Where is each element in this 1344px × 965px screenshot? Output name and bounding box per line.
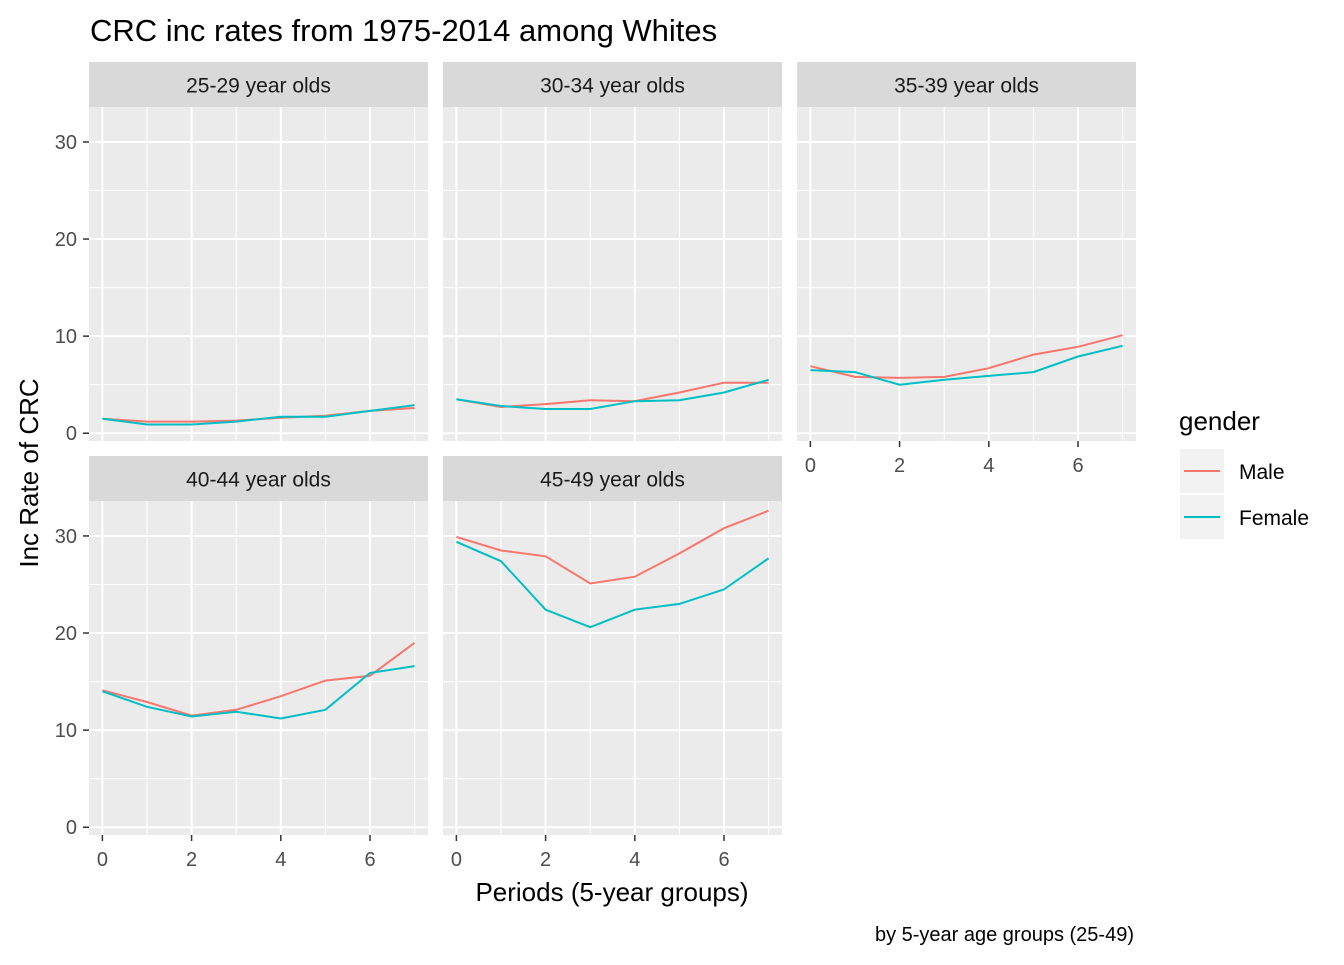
series-line-female <box>102 404 415 426</box>
chart-caption: by 5-year age groups (25-49) <box>875 924 1134 946</box>
facet-strip <box>797 62 1136 107</box>
x-tick-label: 2 <box>186 849 197 871</box>
y-tick-label: 0 <box>66 817 77 839</box>
x-tick-label: 2 <box>540 849 551 871</box>
x-tick-label: 6 <box>718 849 729 871</box>
x-tick-label: 4 <box>275 849 286 871</box>
series-line-female <box>456 540 770 629</box>
x-tick-label: 4 <box>629 849 640 871</box>
facet-panel: 45-49 year olds 0 2 4 6 <box>443 456 782 871</box>
facet-strip <box>89 456 428 501</box>
series-line-female <box>102 665 415 720</box>
legend-title: gender <box>1179 406 1260 436</box>
series-line-female <box>810 344 1123 386</box>
facet-strip <box>443 456 782 501</box>
facet-strip-label: 25-29 year olds <box>186 75 331 98</box>
facet-strip-label: 30-34 year olds <box>540 75 685 98</box>
facet-panel: 25-29 year olds 0 10 20 30 <box>55 62 428 445</box>
facet-strip-label: 40-44 year olds <box>186 469 331 492</box>
series-line-male <box>810 334 1123 379</box>
series-line-male <box>102 641 416 717</box>
x-tick-label: 0 <box>805 455 816 477</box>
series-line-female <box>456 378 769 410</box>
panel-background <box>89 107 428 441</box>
y-tick-label: 30 <box>55 132 77 154</box>
facet-strip <box>89 62 428 107</box>
facet-strip-label: 35-39 year olds <box>894 75 1039 98</box>
facet-panel: 35-39 year olds 0 2 4 6 <box>797 62 1136 477</box>
y-axis-label: Inc Rate of CRC <box>14 378 44 567</box>
x-tick-label: 6 <box>1072 455 1083 477</box>
y-tick-label: 30 <box>55 526 77 548</box>
x-tick-label: 6 <box>364 849 375 871</box>
panel-background <box>443 107 782 441</box>
legend-label: Female <box>1239 507 1309 530</box>
x-tick-label: 0 <box>97 849 108 871</box>
y-tick-label: 0 <box>66 423 77 445</box>
facet-strip-label: 45-49 year olds <box>540 469 685 492</box>
legend-label: Male <box>1239 461 1285 484</box>
legend: Male Female <box>1180 449 1309 539</box>
panel-background <box>89 501 428 835</box>
x-axis-label: Periods (5-year groups) <box>475 877 748 907</box>
x-tick-label: 4 <box>983 455 994 477</box>
series-line-male <box>456 509 769 585</box>
panel-background <box>443 501 782 835</box>
panel-background <box>797 107 1136 441</box>
y-tick-label: 10 <box>55 720 77 742</box>
chart-title: CRC inc rates from 1975-2014 among White… <box>90 13 717 48</box>
y-tick-label: 20 <box>55 229 77 251</box>
x-tick-label: 2 <box>894 455 905 477</box>
y-tick-label: 10 <box>55 326 77 348</box>
facet-panel: 40-44 year olds 0 10 20 30 0 2 4 6 <box>55 456 428 871</box>
y-tick-label: 20 <box>55 623 77 645</box>
facet-strip <box>443 62 782 107</box>
facet-panel: 30-34 year olds <box>443 62 782 441</box>
x-tick-label: 0 <box>451 849 462 871</box>
